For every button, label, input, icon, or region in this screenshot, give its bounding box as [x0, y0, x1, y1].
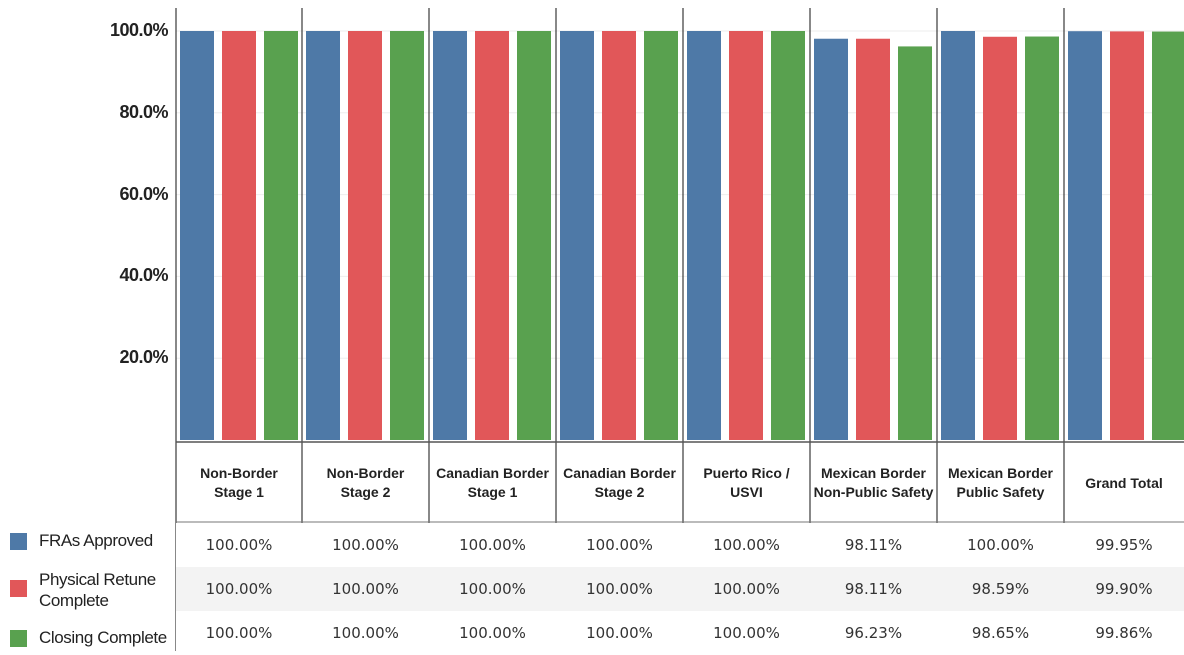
bar-2-3 — [475, 31, 509, 440]
category-header: Grand Total — [1085, 474, 1163, 491]
legend-item: Physical Retune Complete — [10, 569, 156, 611]
category-header: Mexican Border Public Safety — [947, 465, 1054, 500]
bar-1-7 — [941, 31, 975, 440]
table-cell: 100.00% — [205, 536, 273, 554]
category-header: Non-Border Stage 1 — [200, 465, 278, 500]
bar-3-7 — [1025, 36, 1059, 441]
bar-2-2 — [348, 31, 382, 440]
bar-2-1 — [222, 31, 256, 440]
bar-1-1 — [180, 31, 214, 440]
table-cell: 100.00% — [459, 624, 526, 642]
table-cell: 100.00% — [332, 580, 399, 598]
table-row — [176, 523, 1184, 567]
bar-1-8 — [1068, 31, 1102, 441]
y-tick-label: 60.0% — [119, 183, 168, 204]
table-cell: 100.00% — [586, 624, 653, 642]
table-cell: 100.00% — [713, 580, 780, 598]
table-cell: 99.90% — [1095, 580, 1153, 598]
bar-1-5 — [687, 31, 721, 440]
bar-3-1 — [264, 31, 298, 440]
bar-3-3 — [517, 31, 551, 440]
legend-label: Closing Complete — [39, 628, 167, 647]
legend-item: FRAs Approved — [10, 530, 153, 551]
legend-label: Physical Retune Complete — [39, 570, 156, 610]
bar-2-4 — [602, 31, 636, 440]
table-cell: 98.11% — [844, 580, 903, 598]
legend-label: FRAs Approved — [39, 531, 153, 550]
bar-1-3 — [433, 31, 467, 440]
bar-3-8 — [1152, 31, 1184, 440]
legend-swatch — [10, 580, 27, 597]
bar-2-8 — [1110, 31, 1144, 441]
bar-1-6 — [814, 38, 848, 440]
table-cell: 100.00% — [332, 624, 399, 642]
table-cell: 99.86% — [1095, 624, 1153, 642]
table-cell: 100.00% — [713, 624, 780, 642]
table-cell: 100.00% — [586, 536, 653, 554]
table-cell: 98.59% — [971, 580, 1030, 598]
bar-3-5 — [771, 31, 805, 440]
table-cell: 96.23% — [844, 624, 903, 642]
legend-swatch — [10, 533, 27, 550]
y-tick-label: 20.0% — [119, 347, 168, 368]
y-tick-label: 80.0% — [119, 101, 168, 122]
table-cell: 98.11% — [844, 536, 903, 554]
y-tick-label: 100.0% — [109, 20, 169, 40]
table-cell: 100.00% — [713, 536, 780, 554]
category-header: Canadian Border Stage 1 — [436, 465, 549, 500]
category-header: Puerto Rico / USVI — [703, 465, 790, 500]
table-cell: 100.00% — [205, 624, 273, 642]
table-cell: 100.00% — [205, 580, 273, 598]
table-cell: 98.65% — [971, 624, 1030, 642]
legend-item: Closing Complete — [10, 627, 167, 648]
category-header: Non-Border Stage 2 — [326, 465, 405, 500]
table-cell: 99.95% — [1095, 536, 1153, 554]
bar-1-2 — [306, 31, 340, 440]
table-cell: 100.00% — [586, 580, 653, 598]
bar-3-2 — [390, 31, 424, 440]
category-header: Canadian Border Stage 2 — [563, 465, 676, 500]
table-row — [176, 611, 1184, 655]
y-tick-label: 40.0% — [119, 265, 168, 286]
bar-2-7 — [983, 36, 1017, 440]
bar-1-4 — [560, 31, 594, 440]
table-cell: 100.00% — [332, 536, 399, 554]
bar-3-4 — [644, 31, 678, 440]
bar-2-6 — [856, 38, 890, 440]
bar-3-6 — [898, 46, 932, 440]
legend-swatch — [10, 630, 27, 647]
bar-2-5 — [729, 31, 763, 440]
category-header: Mexican Border Non-Public Safety — [813, 465, 934, 500]
table-row — [176, 567, 1184, 611]
table-cell: 100.00% — [459, 536, 526, 554]
table-cell: 100.00% — [459, 580, 526, 598]
table-cell: 100.00% — [967, 536, 1034, 554]
